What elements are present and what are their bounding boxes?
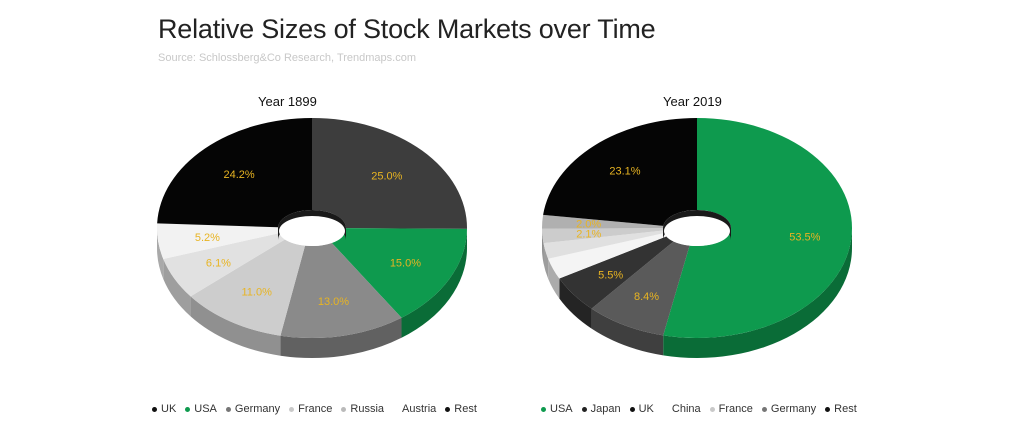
chart-title-1899: Year 1899: [258, 94, 317, 109]
pie-chart-1899: 25.0% 15.0% 13.0% 11.0% 6.1% 5.2% 24.2%: [156, 118, 467, 358]
data-label-rest-1-7: 23.1%: [609, 165, 640, 177]
data-label-germany-0-2: 13.0%: [318, 296, 349, 308]
legend-label: Russia: [350, 403, 385, 415]
data-label-japan-1-1: 8.4%: [634, 291, 659, 303]
donut-slice-rest-1-7: [543, 118, 697, 226]
donut-slice-uk-0-0: [312, 118, 467, 229]
donut-side-1-3: [548, 258, 560, 299]
donut-slice-france-0-3: [190, 239, 306, 336]
chart-title-2019: Year 2019: [663, 94, 722, 109]
legend-marker: [709, 406, 715, 412]
donut-slice-japan-1-1: [591, 241, 690, 336]
donut-slice-usa-0-1: [331, 228, 467, 318]
legend-label: Austria: [402, 403, 437, 415]
data-label-usa-0-1: 15.0%: [390, 258, 421, 270]
donut-slice-rest-0-6: [157, 118, 312, 228]
donut-side-1-0: [663, 228, 852, 358]
legend-marker: [541, 406, 546, 412]
donut-hole-0: [279, 216, 345, 246]
source-subtitle: Source: Schlossberg&Co Research, Trendma…: [158, 52, 417, 64]
legend-marker: [341, 406, 347, 412]
page-title: Relative Sizes of Stock Markets over Tim…: [158, 14, 656, 44]
legend-marker: [761, 406, 767, 412]
data-label-austria-0-5: 5.2%: [195, 232, 220, 244]
legend-item-austria: Austria: [393, 403, 436, 415]
legend-item-france: France: [289, 403, 332, 415]
donut-side-0-3: [190, 296, 281, 356]
legend-item-russia: Russia: [341, 403, 384, 415]
donut-slice-germany-1-5: [542, 228, 664, 244]
donut-slice-germany-0-2: [280, 242, 402, 338]
legend-item-uk: UK: [152, 403, 176, 415]
legend-marker: [225, 406, 231, 412]
legend-1899: UK USA Germany France Russia Austria Rest: [152, 403, 477, 415]
legend-item-germany: Germany: [225, 403, 281, 415]
legend-label: USA: [194, 403, 217, 415]
donut-side-0-1: [401, 228, 467, 338]
legend-item-germany: Germany: [761, 403, 817, 415]
legend-2019: USA Japan UK China France Germany Rest: [541, 403, 857, 415]
donut-side-1-1: [591, 308, 664, 356]
legend-item-france: France: [709, 403, 753, 415]
legend-item-uk: UK: [629, 403, 654, 415]
legend-marker: [185, 406, 191, 412]
donut-side-1-2: [559, 278, 592, 329]
legend-marker: [629, 406, 635, 412]
legend-item-rest: Rest: [445, 403, 477, 415]
legend-item-china: China: [662, 403, 701, 415]
pie-chart-2019: 53.5% 8.4% 5.5% 2.1%2.0% 23.1%: [542, 118, 852, 358]
data-label-germany-1-5: 2.1%: [576, 229, 601, 241]
donut-side-0-5: [157, 228, 164, 280]
data-label-france-0-3: 11.0%: [241, 287, 272, 299]
legend-marker: [152, 406, 157, 412]
legend-item-usa: USA: [185, 403, 217, 415]
legend-label: Rest: [834, 403, 857, 415]
donut-slice-usa-1-0: [663, 118, 852, 338]
donut-side-1-5: [542, 228, 544, 264]
data-label-rest-1-6: 2.0%: [576, 219, 601, 231]
legend-marker: [393, 406, 399, 412]
donut-slice-france-1-4: [543, 230, 665, 259]
legend-marker: [662, 406, 668, 412]
legend-item-japan: Japan: [581, 403, 621, 415]
data-label-uk-1-2: 5.5%: [598, 270, 623, 282]
data-label-usa-1-0: 53.5%: [789, 231, 820, 243]
legend-marker: [289, 406, 295, 412]
legend-marker: [581, 406, 587, 412]
legend-label: UK: [161, 403, 177, 415]
legend-label: France: [718, 403, 753, 415]
donut-hole-wall-0: [278, 210, 346, 240]
donut-side-0-4: [163, 259, 191, 317]
legend-label: France: [298, 403, 333, 415]
donut-hole-1: [664, 216, 730, 246]
data-label-rest-0-6: 24.2%: [223, 169, 254, 181]
data-label-russia-0-4: 6.1%: [206, 257, 231, 269]
donut-slice-rest-1-6: [542, 214, 664, 229]
donut-hole-wall-1: [663, 210, 731, 240]
data-label-uk-0-0: 25.0%: [371, 170, 402, 182]
legend-marker: [825, 406, 831, 412]
legend-label: Rest: [454, 403, 477, 415]
legend-label: Germany: [234, 403, 281, 415]
donut-side-1-4: [543, 243, 549, 279]
donut-slice-austria-0-5: [156, 223, 280, 260]
legend-marker: [445, 406, 451, 412]
legend-label: Japan: [590, 403, 621, 415]
donut-slice-russia-0-4: [163, 233, 286, 297]
legend-label: Germany: [770, 403, 817, 415]
legend-item-usa: USA: [541, 403, 573, 415]
legend-label: USA: [550, 403, 573, 415]
donut-slice-uk-1-2: [559, 236, 674, 309]
legend-label: UK: [638, 403, 654, 415]
legend-item-rest: Rest: [825, 403, 857, 415]
legend-label: China: [671, 403, 701, 415]
donut-slice-china-1-3: [548, 233, 667, 279]
donut-side-0-2: [280, 317, 402, 358]
